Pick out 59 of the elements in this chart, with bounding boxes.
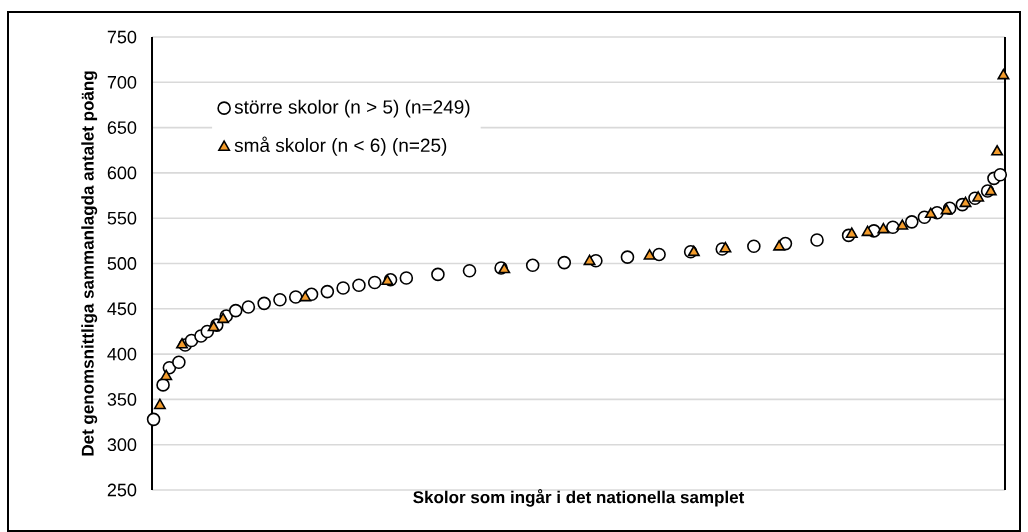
point (972, 191, 985, 202)
point (719, 241, 732, 253)
point (959, 196, 972, 208)
point (498, 262, 511, 274)
point (620, 250, 635, 264)
point (525, 258, 540, 273)
point (557, 255, 572, 270)
point (462, 263, 477, 278)
point (877, 222, 890, 234)
point (352, 278, 366, 293)
point (156, 378, 170, 392)
point (924, 207, 937, 219)
point (991, 144, 1004, 156)
x-axis-title: Skolor som ingår i det nationella samplet (413, 489, 745, 507)
point (643, 249, 656, 260)
point (153, 398, 166, 410)
point (288, 290, 303, 304)
point (773, 240, 786, 251)
point (241, 300, 256, 314)
y-tick-label: 500 (107, 257, 137, 270)
y-tick-label: 550 (107, 211, 137, 225)
point (845, 227, 858, 238)
point (905, 215, 919, 229)
y-tick-label: 700 (107, 75, 137, 89)
point (861, 225, 874, 237)
point (217, 312, 230, 324)
point (583, 254, 596, 266)
point (431, 267, 445, 282)
legend-label: större skolor (n > 5) (n=249) (234, 99, 470, 118)
point (207, 320, 220, 332)
point (257, 296, 271, 311)
point (984, 184, 997, 196)
y-tick-label: 650 (107, 121, 137, 134)
point (747, 239, 761, 254)
point (273, 292, 287, 307)
y-axis-title: Det genomsnittliga sammanlagda antalet poäng (81, 71, 98, 456)
point (896, 219, 909, 230)
point (146, 412, 161, 427)
point (940, 203, 953, 215)
point (228, 303, 243, 318)
point (367, 275, 382, 290)
y-tick-label: 450 (107, 302, 137, 316)
point (299, 290, 312, 302)
legend-label: små skolor (n < 6) (n=25) (234, 136, 447, 156)
point (652, 247, 666, 262)
point (399, 271, 414, 285)
y-tick-label: 350 (107, 393, 137, 406)
y-tick-label: 400 (107, 347, 137, 361)
point (172, 355, 186, 370)
point (160, 369, 173, 381)
y-tick-label: 250 (107, 483, 137, 497)
point (336, 281, 350, 295)
point (381, 274, 394, 286)
point (687, 245, 700, 257)
point (320, 284, 335, 299)
y-tick-label: 750 (107, 30, 137, 44)
y-tick-label: 300 (107, 438, 137, 452)
y-tick-label: 600 (107, 166, 137, 180)
point (810, 233, 824, 247)
